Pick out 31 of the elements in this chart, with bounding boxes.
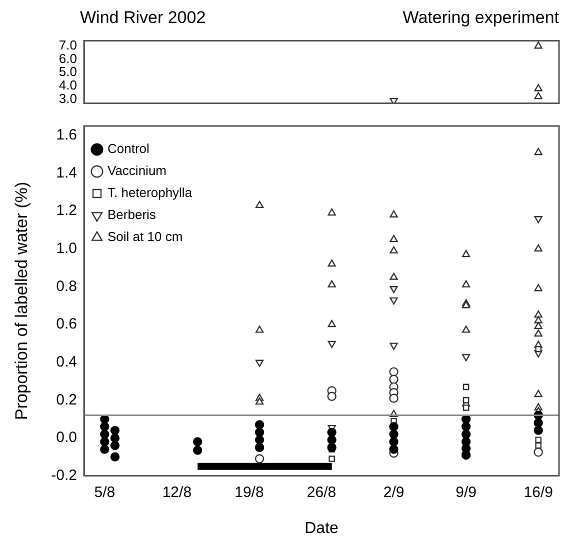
y-tick-label: 0.6 (56, 316, 77, 333)
y-tick-label: -0.2 (51, 466, 77, 484)
y-tick-label: 7.0 (58, 38, 77, 53)
y-tick-label: 0.0 (56, 429, 77, 446)
y-tick-label: 1.4 (56, 164, 77, 182)
x-tick-label: 26/8 (306, 484, 336, 501)
x-tick-label: 9/9 (456, 484, 476, 501)
x-tick-label: 2/9 (383, 484, 404, 501)
y-tick-label: 0.4 (56, 353, 77, 370)
x-tick-label: 16/9 (524, 484, 553, 501)
legend-label: Berberis (108, 207, 156, 222)
x-axis-title: Date (304, 520, 338, 537)
x-tick-label: 12/8 (162, 484, 192, 501)
y-tick-label: 4.0 (58, 78, 77, 93)
y-tick-label: 1.6 (56, 126, 77, 144)
x-tick-label: 5/8 (94, 484, 116, 501)
chart-title: Wind River 2002 (80, 8, 206, 29)
legend-label: Control (108, 141, 150, 156)
y-tick-label: 0.8 (56, 278, 77, 295)
y-tick-label: 5.0 (58, 64, 77, 80)
legend-label: T. heterophylla (108, 185, 193, 200)
y-tick-label: 6.0 (58, 50, 77, 66)
y-tick-label: 3.0 (58, 90, 77, 106)
legend-label: Vaccinium (108, 163, 167, 178)
x-tick-label: 19/8 (234, 484, 264, 501)
chart-subtitle: Watering experiment (402, 8, 559, 29)
y-tick-label: 1.0 (56, 240, 77, 258)
y-tick-label: 1.2 (56, 202, 77, 220)
y-axis-title: Proportion of labelled water (%) (12, 182, 31, 420)
y-tick-label: 0.2 (56, 391, 77, 408)
legend-label: Soil at 10 cm (108, 229, 183, 244)
